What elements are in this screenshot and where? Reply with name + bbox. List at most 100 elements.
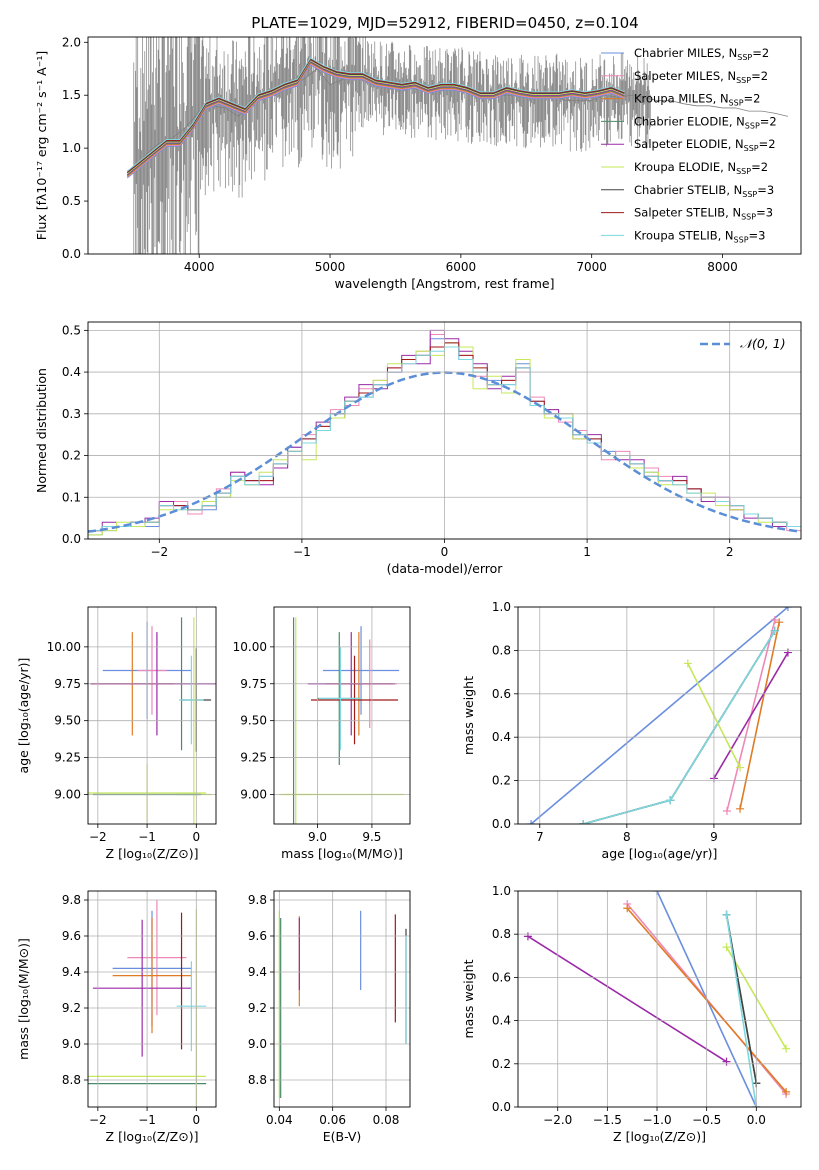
- x-tick-label: −2: [150, 545, 168, 559]
- plot-area: [126, 37, 789, 254]
- y-tick-label: 9.2: [62, 1001, 81, 1015]
- x-tick-label: 5000: [315, 260, 346, 274]
- x-tick-label: 0.0: [747, 1113, 766, 1127]
- panel-mass-weight-vs-age: 7 8 9 0.0 0.2 0.4 0.6 0.8 1.0 age [log₁₀(age/yr)]…: [461, 600, 802, 861]
- mass-weight-marker: [683, 659, 692, 668]
- errorbar-point: [137, 626, 167, 715]
- y-tick-label: 10.00: [47, 640, 81, 654]
- x-axis-label: mass [log₁₀(M/M⊙)]: [281, 846, 403, 861]
- y-tick-label: 8.8: [62, 1073, 81, 1087]
- mass-weight-marker: [770, 626, 779, 635]
- x-axis-label: E(B-V): [323, 1129, 362, 1144]
- x-tick-label: 7000: [576, 260, 607, 274]
- mass-weight-marker: [722, 806, 731, 815]
- x-tick-label: 8: [623, 830, 631, 844]
- x-tick-label: −2: [89, 1113, 107, 1127]
- panel-age-vs-Z: −2 −1 0 9.00 9.25 9.50 9.75 10.00 Z [log₁₀(Z/Z⊙)…: [16, 606, 217, 861]
- y-tick-label: 1.5: [62, 88, 81, 102]
- mass-weight-line: [583, 630, 776, 824]
- mass-weight-marker: [527, 820, 536, 824]
- x-tick-label: −2: [89, 830, 107, 844]
- mass-weight-marker: [782, 1087, 791, 1096]
- errorbar-point: [322, 626, 400, 715]
- errorbar-point: [127, 900, 187, 1016]
- x-tick-label: 7: [536, 830, 544, 844]
- errorbar-point: [179, 655, 204, 745]
- panel-mass-vs-EBV: 0.04 0.06 0.08 8.8 9.0 9.2 9.4 9.6 9.8 E(B-V): [248, 890, 411, 1144]
- x-tick-label: −1: [138, 830, 156, 844]
- x-tick-label: 0: [192, 1113, 200, 1127]
- mass-weight-marker: [666, 796, 675, 805]
- axes-frame: [87, 890, 217, 1108]
- spectrum-model-line: [126, 58, 625, 173]
- y-tick-label: 2.0: [62, 35, 81, 49]
- y-tick-label: 0.0: [62, 532, 81, 546]
- mass-weight-marker: [736, 804, 745, 813]
- y-tick-label: 0.0: [492, 817, 511, 831]
- legend-entry: Kroupa MILES, NSSP=2: [634, 92, 760, 108]
- spectrum-model-line: [126, 64, 625, 179]
- mass-weight-marker: [783, 607, 792, 611]
- legend-entry: Salpeter MILES, NSSP=2: [634, 69, 768, 85]
- y-tick-label: 0.5: [62, 323, 81, 337]
- spectrum-model-line: [126, 58, 625, 174]
- y-tick-label: 9.50: [54, 714, 81, 728]
- x-tick-label: 0.08: [373, 1113, 400, 1127]
- y-tick-label: 0.2: [492, 1057, 511, 1071]
- y-tick-label: 0.2: [62, 449, 81, 463]
- axes-frame: [87, 321, 802, 540]
- y-tick-label: 9.6: [248, 929, 267, 943]
- y-axis-label: age [log₁₀(age/yr)]: [16, 658, 31, 774]
- panel-mass-weight-vs-Z: −2.0 −1.5 −1.0 −0.5 0.0 0.0 0.2 0.4 0.6 0.8 1.0 Z […: [461, 884, 802, 1144]
- y-tick-label: 9.25: [54, 751, 81, 765]
- figure-title: PLATE=1029, MJD=52912, FIBERID=0450, z=0…: [251, 14, 638, 32]
- axes-frame: [87, 606, 217, 825]
- legend-entry: Chabrier ELODIE, NSSP=2: [634, 114, 777, 130]
- x-axis-label: wavelength [Angstrom, rest frame]: [334, 276, 554, 291]
- panel-residuals: −2 −1 0 1 2 0.0 0.1 0.2 0.3 0.4 0.5 (data-model)/er…: [34, 321, 802, 576]
- y-tick-label: 9.4: [62, 965, 81, 979]
- mass-weight-marker: [722, 943, 731, 952]
- axes-frame: [517, 890, 802, 1108]
- x-axis-label: Z [log₁₀(Z/Z⊙)]: [106, 846, 199, 861]
- y-tick-label: 0.2: [492, 774, 511, 788]
- y-axis-label: Flux [fλ10⁻¹⁷ erg cm⁻² s⁻¹ A⁻¹]: [34, 51, 49, 240]
- spectrum-model-line: [126, 61, 625, 176]
- y-tick-label: 0.0: [492, 1100, 511, 1114]
- mass-weight-line: [739, 622, 781, 809]
- mass-weight-marker: [623, 904, 632, 913]
- y-tick-label: 9.8: [62, 893, 81, 907]
- y-axis-label: Normed distribution: [34, 368, 49, 493]
- mass-weight-line: [530, 607, 789, 824]
- y-tick-label: 0.3: [62, 407, 81, 421]
- legend-entry: 𝒩(0, 1): [740, 336, 786, 351]
- x-axis-label: Z [log₁₀(Z/Z⊙)]: [613, 1129, 706, 1144]
- spectrum-model-line: [126, 60, 625, 175]
- mass-weight-marker: [775, 618, 784, 627]
- x-axis-label: (data-model)/error: [387, 561, 504, 576]
- x-tick-label: 2: [726, 545, 734, 559]
- axes-frame: [87, 36, 802, 255]
- errorbar-point: [310, 655, 399, 745]
- mass-weight-line: [713, 652, 789, 779]
- y-tick-label: 1.0: [62, 141, 81, 155]
- x-tick-label: 8000: [707, 260, 738, 274]
- legend-entry: Kroupa STELIB, NSSP=3: [634, 228, 765, 244]
- mass-weight-marker: [783, 648, 792, 657]
- plot-area: [278, 910, 407, 1098]
- spectrum-model-line: [126, 59, 625, 175]
- y-tick-label: 1.0: [492, 600, 511, 614]
- y-tick-label: 0.4: [492, 730, 511, 744]
- errorbar-point: [318, 646, 363, 751]
- y-tick-label: 0.1: [62, 490, 81, 504]
- y-tick-label: 9.75: [54, 677, 81, 691]
- y-tick-label: 0.4: [492, 1014, 511, 1028]
- y-tick-label: 9.50: [240, 714, 267, 728]
- y-tick-label: 0.6: [492, 687, 511, 701]
- mass-weight-marker: [722, 1057, 731, 1066]
- legend-entry: Salpeter ELODIE, NSSP=2: [634, 137, 776, 153]
- x-tick-label: 9: [710, 830, 718, 844]
- mass-weight-line: [583, 630, 776, 824]
- y-tick-label: 9.8: [248, 893, 267, 907]
- x-tick-label: −1: [293, 545, 311, 559]
